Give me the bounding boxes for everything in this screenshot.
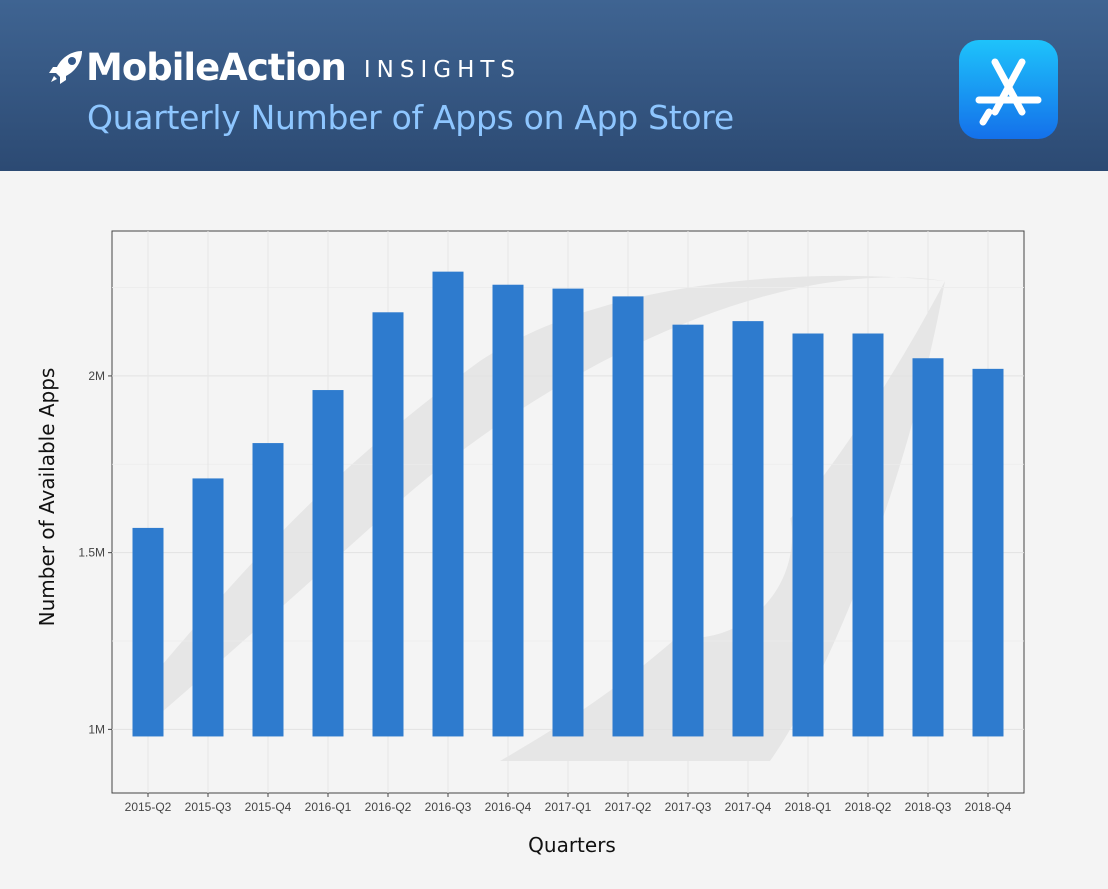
x-tick-label: 2016-Q4 xyxy=(485,800,532,814)
x-tick-label: 2016-Q1 xyxy=(305,800,352,814)
bar-2018-Q3 xyxy=(912,358,944,737)
bar-2018-Q1 xyxy=(792,333,824,737)
x-tick-label: 2016-Q3 xyxy=(425,800,472,814)
bar-2016-Q1 xyxy=(312,390,344,737)
y-tick-label: 1M xyxy=(88,722,105,736)
bar-2017-Q1 xyxy=(552,288,584,737)
bar-2017-Q4 xyxy=(732,321,764,737)
bar-2016-Q3 xyxy=(432,271,464,737)
x-tick-label: 2018-Q2 xyxy=(845,800,892,814)
y-axis-label: Number of Available Apps xyxy=(35,368,59,627)
bars xyxy=(132,271,1004,737)
x-tick-label: 2017-Q1 xyxy=(545,800,592,814)
x-axis-ticks: 2015-Q2 2015-Q3 2015-Q4 2016-Q1 2016-Q2 2016-… xyxy=(125,793,1012,814)
x-tick-label: 2015-Q3 xyxy=(185,800,232,814)
y-tick-label: 1.5M xyxy=(78,546,105,560)
page-title: Quarterly Number of Apps on App Store xyxy=(87,98,734,137)
bar-2018-Q4 xyxy=(972,368,1004,737)
brand-name: MobileAction xyxy=(86,45,347,89)
x-tick-label: 2017-Q2 xyxy=(605,800,652,814)
y-tick-label: 2M xyxy=(88,369,105,383)
bar-2017-Q2 xyxy=(612,296,644,737)
x-tick-label: 2017-Q3 xyxy=(665,800,712,814)
bar-2015-Q4 xyxy=(252,443,284,737)
rocket-icon xyxy=(49,51,82,84)
bar-2015-Q3 xyxy=(192,478,224,737)
x-tick-label: 2018-Q1 xyxy=(785,800,832,814)
header-banner: MobileAction INSIGHTS Quarterly Number o… xyxy=(0,0,1108,171)
bar-2016-Q2 xyxy=(372,312,404,737)
chart-area: 1M 1.5M 2M 2015-Q2 2015-Q3 2015-Q4 2016-Q1 201… xyxy=(0,171,1108,889)
bar-2015-Q2 xyxy=(132,527,164,737)
app-store-icon xyxy=(959,40,1058,139)
brand-logo: MobileAction INSIGHTS xyxy=(48,42,521,92)
x-tick-label: 2017-Q4 xyxy=(725,800,772,814)
x-tick-label: 2015-Q4 xyxy=(245,800,292,814)
x-axis-label: Quarters xyxy=(528,833,616,857)
bar-2017-Q3 xyxy=(672,324,704,737)
x-tick-label: 2018-Q3 xyxy=(905,800,952,814)
x-tick-label: 2015-Q2 xyxy=(125,800,172,814)
brand-sub: INSIGHTS xyxy=(363,57,522,83)
y-axis-ticks: 1M 1.5M 2M xyxy=(78,369,112,736)
bar-2018-Q2 xyxy=(852,333,884,737)
x-tick-label: 2016-Q2 xyxy=(365,800,412,814)
bar-2016-Q4 xyxy=(492,284,524,737)
x-tick-label: 2018-Q4 xyxy=(965,800,1012,814)
